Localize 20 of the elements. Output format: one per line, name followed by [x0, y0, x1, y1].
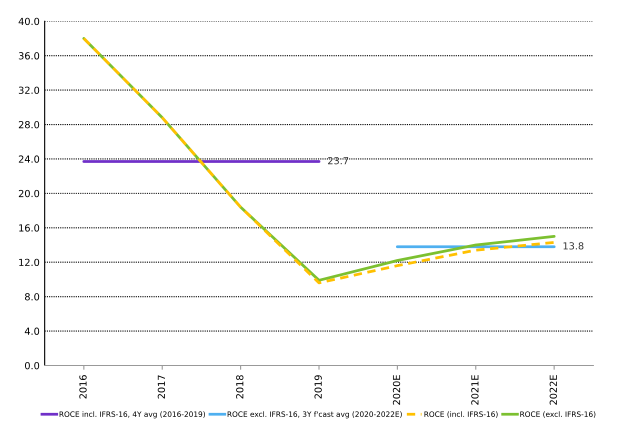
- y-tick-label: 24.0: [18, 155, 40, 163]
- data-label: 23.7: [328, 157, 348, 164]
- y-tick-label: 40.0: [18, 18, 40, 26]
- x-tick-label: 2022E: [550, 375, 557, 405]
- y-tick-label: 12.0: [19, 258, 40, 266]
- x-tick-label: 2019: [314, 375, 322, 399]
- data-label: 13.8: [564, 242, 584, 250]
- y-tick-label: 32.0: [18, 86, 40, 94]
- y-tick-label: 20.0: [18, 190, 40, 198]
- x-tick-label: 2017: [158, 375, 166, 399]
- x-tick-label: 2021E: [471, 375, 479, 405]
- x-tick-label: 2018: [236, 375, 244, 399]
- y-tick-label: 0.0: [24, 362, 40, 370]
- x-tick-label: 2016: [79, 375, 87, 399]
- x-tick-label: 2020E: [392, 375, 400, 405]
- y-tick-label: 4.0: [24, 328, 40, 335]
- y-tick-label: 28.0: [18, 121, 40, 128]
- y-tick-label: 16.0: [19, 224, 40, 232]
- y-tick-label: 8.0: [24, 293, 40, 300]
- y-tick-label: 36.0: [18, 52, 40, 60]
